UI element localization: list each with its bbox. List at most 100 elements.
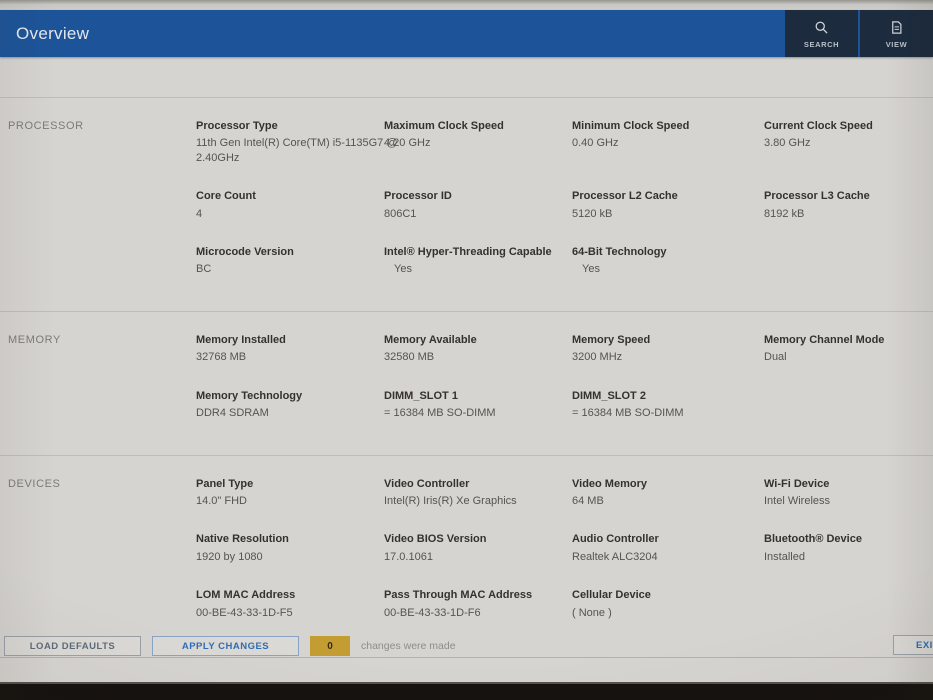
field-label: Processor Type <box>196 120 278 132</box>
field-video-bios-version: Video BIOS Version 17.0.1061 <box>384 532 572 564</box>
field-row: Memory Technology DDR4 SDRAM DIMM_SLOT 1… <box>196 389 933 421</box>
field-value: Intel Wireless <box>764 494 831 507</box>
field-bluetooth-device: Bluetooth® Device Installed <box>764 532 933 564</box>
field-value: BC <box>196 263 212 276</box>
section-title-processor: PROCESSOR <box>8 120 84 132</box>
field-processor-l3-cache: Processor L3 Cache 8192 kB <box>764 189 933 221</box>
screen-bottom-bezel <box>0 682 933 700</box>
field-wifi-device: Wi-Fi Device Intel Wireless <box>764 477 933 509</box>
footer-divider <box>0 657 933 658</box>
field-row: Microcode Version BC Intel® Hyper-Thread… <box>196 245 933 277</box>
field-label: LOM MAC Address <box>196 589 296 602</box>
field-value: Installed <box>764 550 805 563</box>
field-label: DIMM_SLOT 2 <box>572 389 646 402</box>
field-memory-channel-mode: Memory Channel Mode Dual <box>764 333 933 365</box>
field-label: Memory Installed <box>196 333 286 346</box>
field-label: Cellular Device <box>572 589 651 602</box>
field-memory-available: Memory Available 32580 MB <box>384 333 572 365</box>
view-button-label: VIEW <box>885 39 908 49</box>
field-value: Dual <box>764 351 787 364</box>
field-64-bit-technology: 64-Bit Technology Yes <box>572 245 764 277</box>
field-memory-installed: Memory Installed 32768 MB <box>196 333 384 365</box>
section-title-memory: MEMORY <box>8 333 61 346</box>
field-row: Processor Type 11th Gen Intel(R) Core(TM… <box>196 119 933 165</box>
field-processor-id: Processor ID 806C1 <box>384 189 572 221</box>
search-icon <box>814 20 829 35</box>
exit-button[interactable]: EXIT <box>893 635 933 655</box>
view-button[interactable]: VIEW <box>860 10 933 57</box>
field-label: Intel® Hyper-Threading Capable <box>384 246 552 259</box>
load-defaults-button[interactable]: LOAD DEFAULTS <box>4 636 141 656</box>
field-label: Processor ID <box>384 190 452 203</box>
field-current-clock-speed: Current Clock Speed 3.80 GHz <box>764 119 933 151</box>
field-label: Memory Speed <box>572 333 651 346</box>
field-label: Core Count <box>196 190 256 203</box>
field-label: Memory Channel Mode <box>764 333 885 346</box>
field-label: Panel Type <box>196 477 254 490</box>
view-icon <box>889 20 904 35</box>
field-value: = 16384 MB SO-DIMM <box>384 407 496 420</box>
changes-count-badge: 0 <box>310 636 350 656</box>
field-value: 00-BE-43-33-1D-F5 <box>196 606 293 619</box>
field-value: 1920 by 1080 <box>196 550 263 563</box>
field-value: 64 MB <box>572 494 604 507</box>
field-value: Intel(R) Iris(R) Xe Graphics <box>384 494 517 507</box>
field-value: 17.0.1061 <box>384 550 433 563</box>
field-value: 00-BE-43-33-1D-F6 <box>384 606 481 619</box>
apply-changes-button[interactable]: APPLY CHANGES <box>152 636 299 656</box>
section-title-devices: DEVICES <box>8 477 61 490</box>
changes-made-text: changes were made <box>361 640 456 652</box>
field-label: Maximum Clock Speed <box>384 120 504 132</box>
field-dimm-slot-2: DIMM_SLOT 2 = 16384 MB SO-DIMM <box>572 389 764 421</box>
field-value: Yes <box>394 263 412 276</box>
search-button-label: SEARCH <box>803 39 840 49</box>
search-button[interactable]: SEARCH <box>785 10 858 57</box>
field-value: 32580 MB <box>384 351 435 364</box>
field-memory-technology: Memory Technology DDR4 SDRAM <box>196 389 384 421</box>
footer-bar: LOAD DEFAULTS APPLY CHANGES 0 changes we… <box>0 635 933 657</box>
field-label: DIMM_SLOT 1 <box>384 389 458 402</box>
section-memory: MEMORY Memory Installed 32768 MB Memory … <box>0 310 933 455</box>
field-lom-mac-address: LOM MAC Address 00-BE-43-33-1D-F5 <box>196 588 384 620</box>
field-cellular-device: Cellular Device ( None ) <box>572 588 764 620</box>
section-processor: PROCESSOR Processor Type 11th Gen Intel(… <box>0 97 933 311</box>
field-label: Video Memory <box>572 477 647 490</box>
field-value: = 16384 MB SO-DIMM <box>572 407 684 420</box>
field-value: 4.20 GHz <box>384 137 431 150</box>
field-label: Processor L2 Cache <box>572 190 678 203</box>
field-label: Native Resolution <box>196 533 289 546</box>
field-label: Bluetooth® Device <box>764 533 862 546</box>
field-native-resolution: Native Resolution 1920 by 1080 <box>196 532 384 564</box>
header-content-gap <box>0 57 933 97</box>
field-memory-speed: Memory Speed 3200 MHz <box>572 333 764 365</box>
field-processor-l2-cache: Processor L2 Cache 5120 kB <box>572 189 764 221</box>
field-audio-controller: Audio Controller Realtek ALC3204 <box>572 532 764 564</box>
field-value: DDR4 SDRAM <box>196 407 269 420</box>
field-maximum-clock-speed: Maximum Clock Speed 4.20 GHz <box>384 119 572 151</box>
page-title: Overview <box>16 23 90 43</box>
field-label: Processor L3 Cache <box>764 190 870 203</box>
field-value: 8192 kB <box>764 207 805 220</box>
field-row: LOM MAC Address 00-BE-43-33-1D-F5 Pass T… <box>196 588 933 620</box>
field-value: 32768 MB <box>196 351 247 364</box>
field-label: Video BIOS Version <box>384 533 487 546</box>
section-devices: DEVICES Panel Type 14.0" FHD Video Contr… <box>0 454 933 654</box>
field-dimm-slot-1: DIMM_SLOT 1 = 16384 MB SO-DIMM <box>384 389 572 421</box>
field-panel-type: Panel Type 14.0" FHD <box>196 477 384 509</box>
field-value: 3200 MHz <box>572 351 623 364</box>
field-label: Pass Through MAC Address <box>384 589 533 602</box>
screen-top-edge <box>0 0 933 10</box>
field-label: Video Controller <box>384 477 470 490</box>
field-value: ( None ) <box>572 606 612 619</box>
field-label: Audio Controller <box>572 533 659 546</box>
field-microcode-version: Microcode Version BC <box>196 245 384 277</box>
field-core-count: Core Count 4 <box>196 189 384 221</box>
field-value: 14.0" FHD <box>196 494 247 507</box>
field-row: Core Count 4 Processor ID 806C1 Processo… <box>196 189 933 221</box>
field-value: 0.40 GHz <box>572 137 619 150</box>
field-label: 64-Bit Technology <box>572 246 667 259</box>
field-value: 11th Gen Intel(R) Core(TM) i5-1135G7 @ 2… <box>196 137 398 164</box>
field-minimum-clock-speed: Minimum Clock Speed 0.40 GHz <box>572 119 764 151</box>
field-row: Native Resolution 1920 by 1080 Video BIO… <box>196 532 933 564</box>
field-label: Wi-Fi Device <box>764 477 830 490</box>
